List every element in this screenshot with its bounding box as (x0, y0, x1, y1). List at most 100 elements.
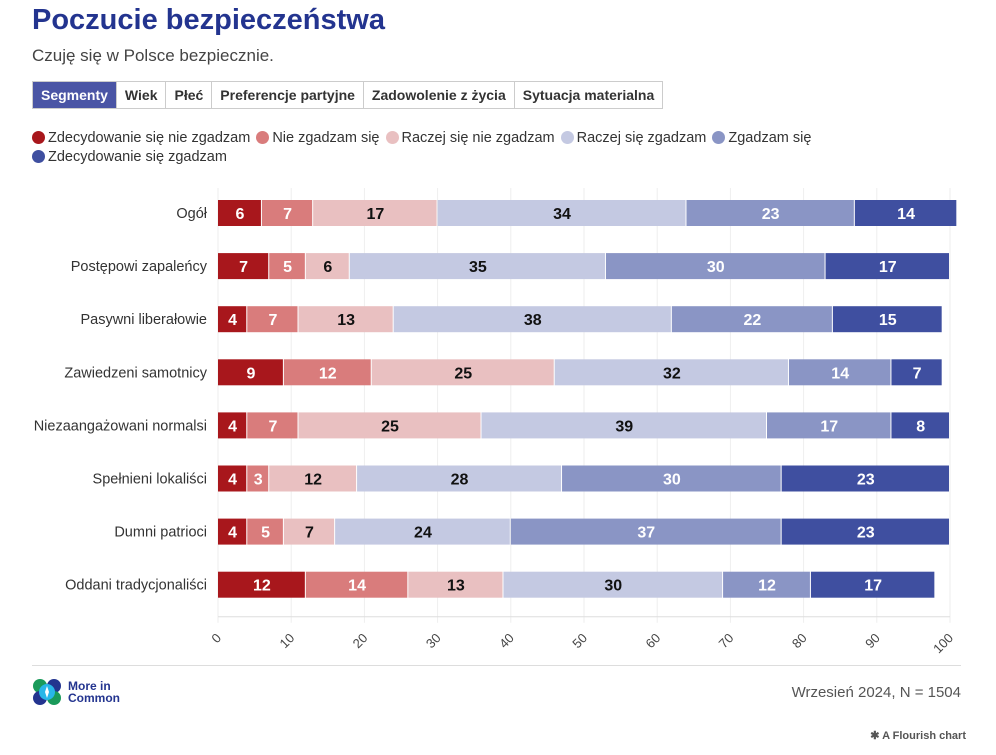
bar-segment[interactable] (218, 306, 247, 333)
bar-segment[interactable] (218, 253, 269, 280)
legend-dot-icon (712, 131, 726, 144)
page-title: Poczucie bezpieczeństwa (32, 4, 385, 36)
bar-segment[interactable] (218, 465, 247, 492)
data-label: 9 (246, 365, 255, 382)
legend-item[interactable]: Zgadzam się (712, 129, 811, 148)
bar-segment[interactable] (298, 306, 393, 333)
bar-segment[interactable] (408, 571, 503, 598)
filter-tabs: Segmenty Wiek Płeć Preferencje partyjne Zado… (32, 81, 664, 109)
bar-segment[interactable] (437, 200, 686, 226)
tab-preferencje-partyjne[interactable]: Preferencje partyjne (212, 82, 364, 108)
data-label: 12 (304, 472, 322, 489)
data-label: 6 (323, 259, 332, 276)
x-tick-label: 20 (350, 630, 371, 651)
bar-segment[interactable] (269, 253, 305, 280)
data-label: 22 (743, 312, 761, 329)
data-label: 25 (381, 418, 399, 435)
legend-dot-icon (32, 131, 45, 144)
bar-segment[interactable] (562, 465, 781, 492)
bar-segment[interactable] (671, 306, 832, 333)
bar-segment[interactable] (854, 200, 957, 226)
more-in-common-logo[interactable]: More in Common (32, 678, 120, 706)
bar-segment[interactable] (554, 359, 788, 386)
bar-segment[interactable] (298, 412, 481, 439)
x-tick-label: 100 (930, 630, 956, 656)
bar-segment[interactable] (313, 200, 437, 226)
bar-segment[interactable] (781, 518, 949, 545)
data-label: 12 (253, 578, 271, 595)
category-label: Oddani tradycjonaliści (65, 578, 207, 594)
legend-item[interactable]: Raczej się zgadzam (560, 129, 706, 148)
bar-segment[interactable] (269, 465, 357, 492)
bar-segment[interactable] (218, 412, 247, 439)
bar-segment[interactable] (767, 412, 891, 439)
bar-segment[interactable] (393, 306, 671, 333)
legend-item[interactable]: Zdecydowanie się zgadzam (32, 148, 227, 167)
data-label: 30 (604, 578, 622, 595)
data-label: 23 (857, 525, 875, 542)
bar-segment[interactable] (686, 200, 854, 226)
x-tick-label: 60 (642, 630, 663, 651)
flourish-credit[interactable]: ✱ A Flourish chart (870, 729, 966, 742)
bar-segment[interactable] (247, 412, 298, 439)
bar-segment[interactable] (349, 253, 605, 280)
bar-segment[interactable] (891, 359, 942, 386)
data-label: 5 (283, 259, 292, 276)
bar-segment[interactable] (510, 518, 781, 545)
legend-item[interactable]: Nie zgadzam się (256, 129, 380, 148)
tab-sytuacja-materialna[interactable]: Sytuacja materialna (522, 87, 655, 103)
bar-segment[interactable] (810, 571, 935, 598)
bar-segment[interactable] (788, 359, 891, 386)
data-label: 35 (469, 259, 487, 276)
bar-segment[interactable] (261, 200, 313, 226)
bar-segment[interactable] (891, 412, 949, 439)
bar-segment[interactable] (218, 200, 261, 226)
logo-text-line1: More in (68, 679, 111, 693)
bar-segment[interactable] (305, 253, 349, 280)
bar-segment[interactable] (218, 518, 247, 545)
bar-segment[interactable] (218, 359, 283, 386)
data-label: 4 (228, 312, 237, 329)
data-label: 12 (319, 365, 337, 382)
bar-segment[interactable] (305, 571, 408, 598)
data-label: 34 (553, 206, 571, 223)
data-label: 30 (707, 259, 725, 276)
x-tick-label: 0 (208, 630, 224, 646)
legend-label: Zgadzam się (728, 130, 812, 146)
legend: Zdecydowanie się nie zgadzam Nie zgadzam … (32, 129, 852, 167)
bar-segment[interactable] (247, 306, 298, 333)
tab-płeć[interactable]: Płeć (166, 82, 213, 108)
data-label: 23 (762, 206, 780, 223)
data-label: 14 (831, 365, 849, 382)
flourish-icon: ✱ (870, 730, 883, 742)
legend-item[interactable]: Raczej się nie zgadzam (385, 129, 555, 148)
source-note: Wrzesień 2024, N = 1504 (791, 684, 961, 701)
bar-segment[interactable] (335, 518, 510, 545)
data-label: 14 (348, 578, 366, 595)
legend-item[interactable]: Zdecydowanie się nie zgadzam (32, 129, 250, 148)
tab-segmenty[interactable]: Segmenty (33, 82, 117, 108)
bar-segment[interactable] (832, 306, 942, 333)
bar-segment[interactable] (605, 253, 825, 280)
tab-wiek[interactable]: Wiek (117, 82, 167, 108)
bar-segment[interactable] (283, 359, 371, 386)
bar-segment[interactable] (247, 465, 269, 492)
bar-segment[interactable] (723, 571, 810, 598)
data-label: 3 (254, 472, 263, 489)
bar-segment[interactable] (781, 465, 949, 492)
bar-segment[interactable] (247, 518, 283, 545)
bar-segment[interactable] (825, 253, 949, 280)
tab-zadowolenie-z-życia[interactable]: Zadowolenie z życia (364, 82, 515, 108)
legend-dot-icon (385, 131, 399, 144)
data-label: 4 (228, 472, 237, 489)
bar-segment[interactable] (503, 571, 723, 598)
bar-segment[interactable] (283, 518, 335, 545)
x-tick-label: 90 (862, 630, 883, 651)
data-label: 25 (454, 365, 472, 382)
bar-segment[interactable] (218, 571, 305, 598)
bar-segment[interactable] (481, 412, 766, 439)
bar-segment[interactable] (357, 465, 562, 492)
bar-segment[interactable] (371, 359, 554, 386)
